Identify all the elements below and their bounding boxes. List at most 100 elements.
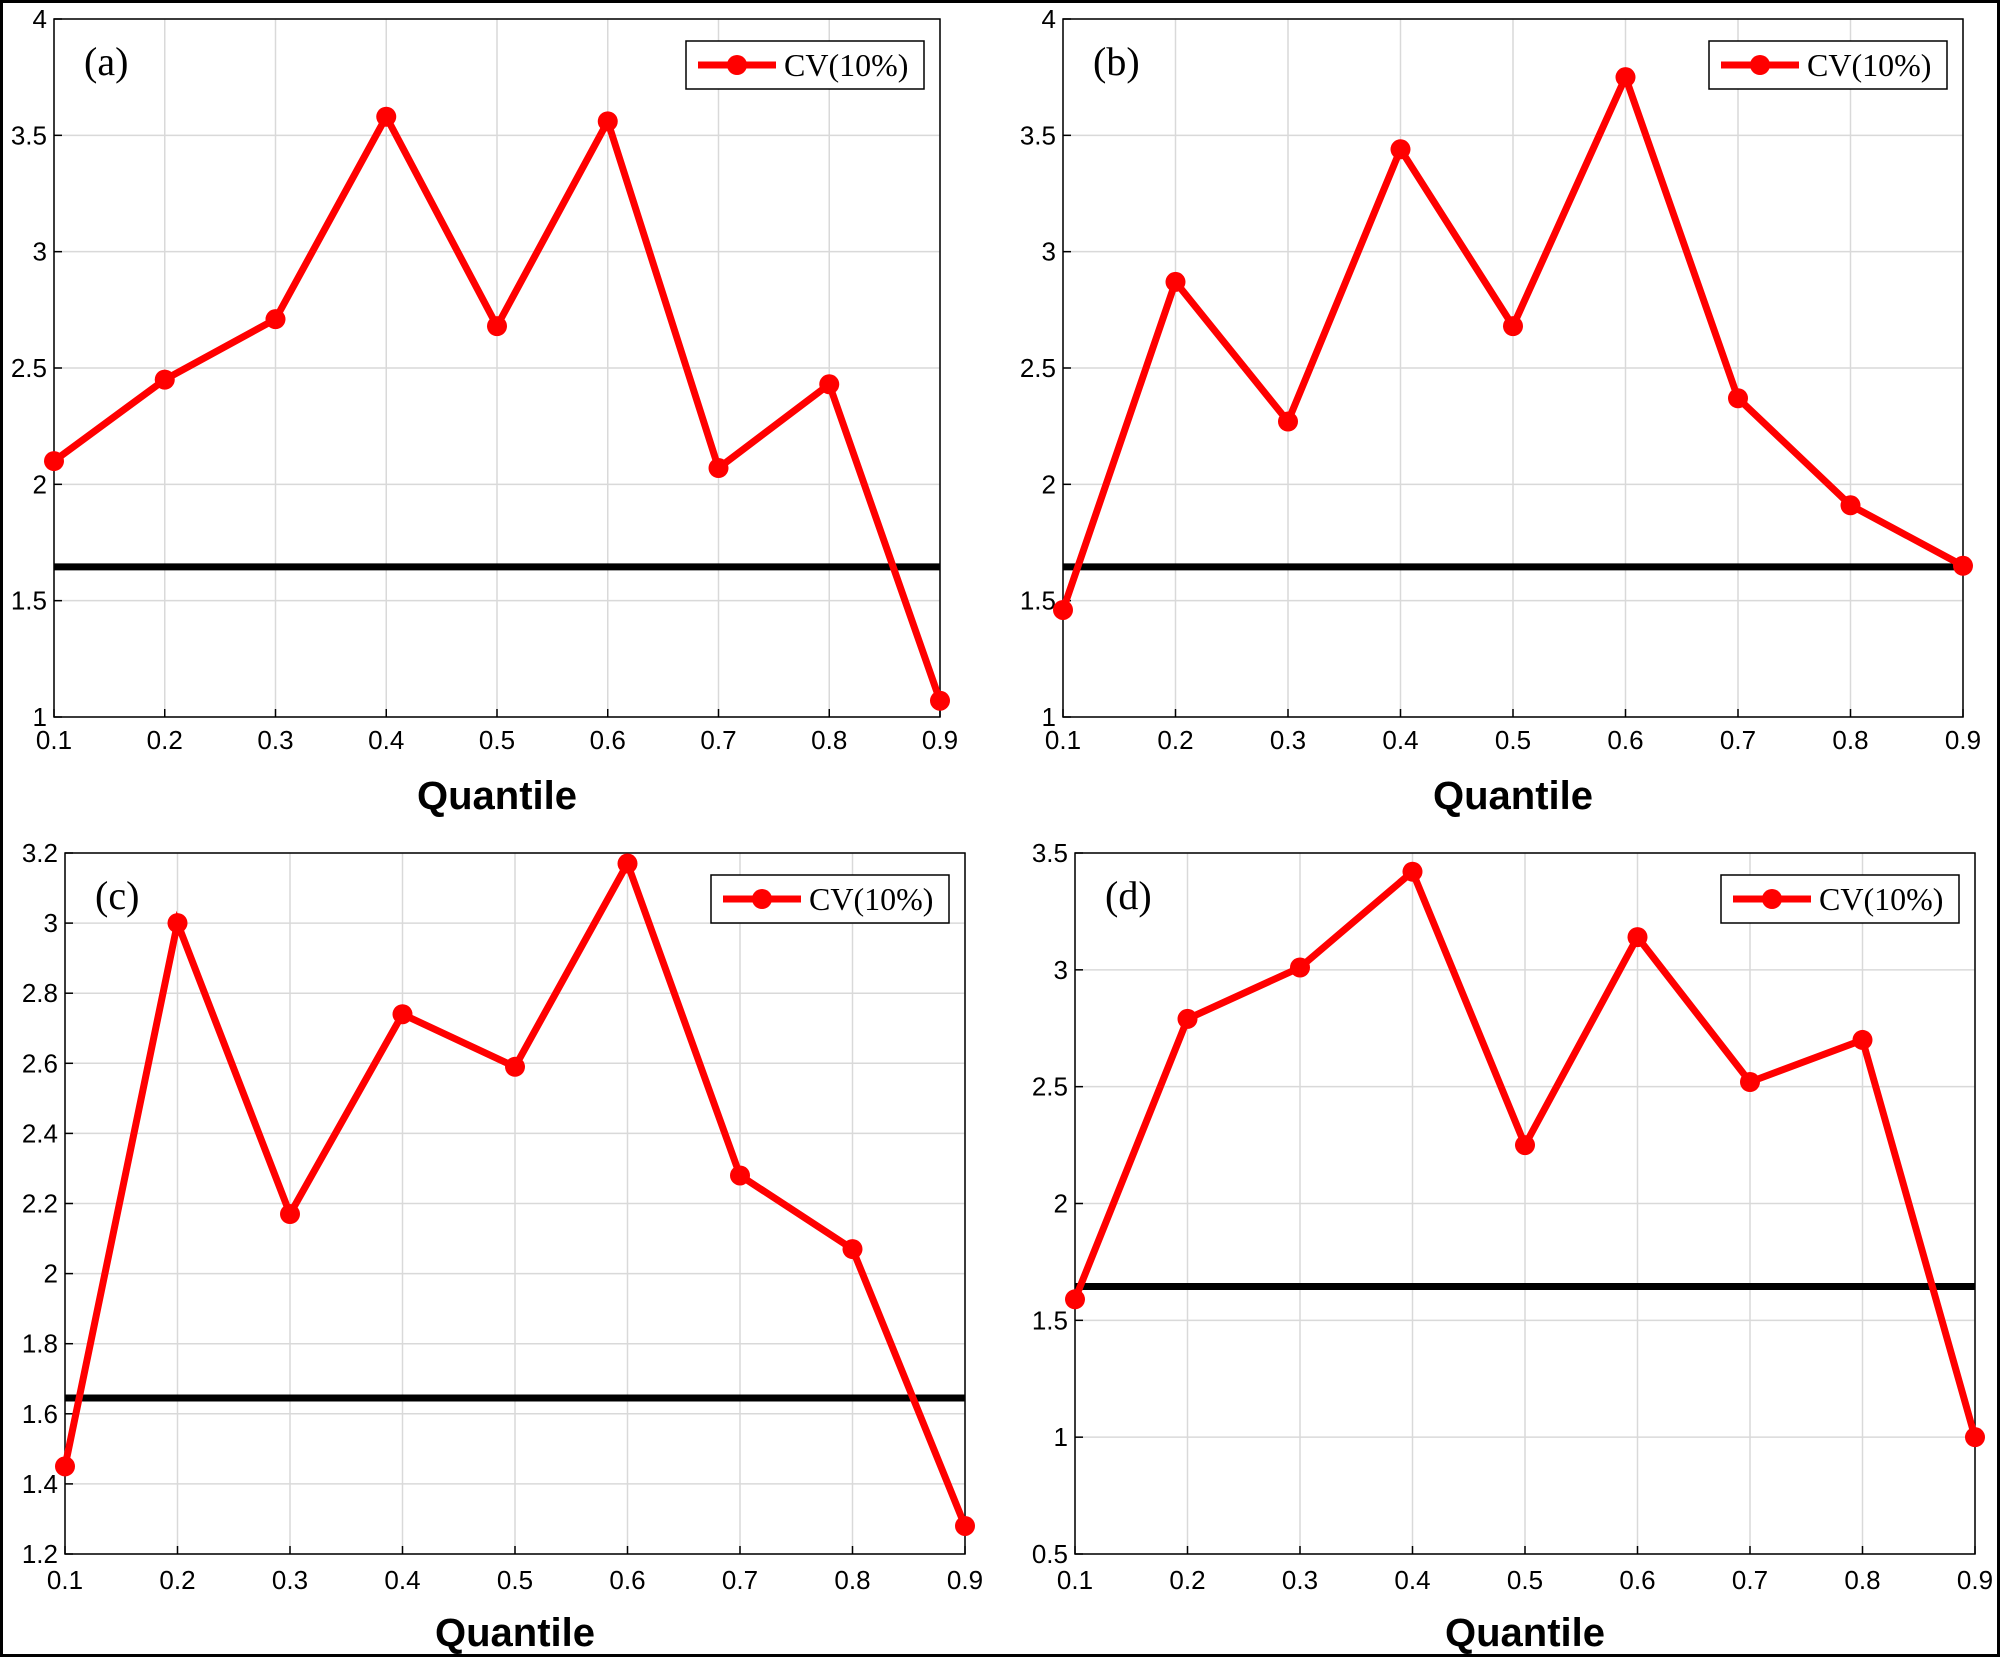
x-tick-label: 0.8 — [834, 1565, 870, 1595]
data-point — [1965, 1427, 1985, 1448]
y-tick-label: 1.6 — [22, 1399, 58, 1429]
x-tick-label: 0.2 — [159, 1565, 195, 1595]
x-tick-label: 0.3 — [1270, 725, 1306, 755]
chart-panel-2: 0.1 0.2 0.3 0.4 0.5 0.6 0.7 0.8 0.9 1 1.5 2 2.5 3 3.5 4… — [1020, 4, 1981, 818]
x-tick-label: 0.4 — [384, 1565, 420, 1595]
data-point — [376, 106, 397, 127]
x-tick-label: 0.8 — [811, 725, 847, 755]
x-tick-label: 0.9 — [922, 725, 958, 755]
x-tick-label: 0.8 — [1832, 725, 1868, 755]
data-point — [1165, 271, 1186, 292]
data-point — [1390, 139, 1411, 160]
y-tick-label: 3 — [1042, 237, 1056, 267]
x-axis-label: Quantile — [1445, 1611, 1605, 1654]
legend-label: CV(10%) — [1807, 47, 1931, 83]
data-point — [1728, 388, 1748, 409]
data-point — [842, 1239, 863, 1260]
x-tick-label: 0.2 — [1157, 725, 1193, 755]
data-point — [505, 1056, 525, 1077]
y-tick-label: 0.5 — [1032, 1539, 1068, 1569]
data-point — [44, 451, 64, 472]
x-tick-label: 0.4 — [368, 725, 404, 755]
data-point — [1177, 1008, 1198, 1029]
x-tick-label: 0.7 — [700, 725, 736, 755]
data-point — [1515, 1135, 1535, 1156]
data-point — [1627, 927, 1648, 948]
y-tick-label: 1.5 — [1020, 586, 1056, 616]
x-tick-label: 0.4 — [1382, 725, 1418, 755]
y-tick-label: 3.5 — [1020, 120, 1056, 150]
data-point — [1290, 957, 1310, 978]
data-point — [1053, 599, 1073, 620]
data-point — [617, 853, 638, 874]
data-point — [55, 1456, 75, 1477]
data-point — [1852, 1029, 1873, 1050]
panel-label: (b) — [1093, 39, 1140, 84]
x-tick-label: 0.9 — [1957, 1565, 1993, 1595]
x-axis-label: Quantile — [417, 774, 577, 818]
data-point — [819, 374, 840, 395]
x-tick-label: 0.6 — [590, 725, 626, 755]
y-tick-label: 1 — [1054, 1422, 1068, 1452]
legend-label: CV(10%) — [784, 47, 908, 83]
x-tick-label: 0.6 — [609, 1565, 645, 1595]
data-point — [1278, 411, 1298, 432]
x-tick-label: 0.1 — [36, 725, 72, 755]
legend: CV(10%) — [1720, 874, 1960, 924]
y-tick-label: 2.5 — [11, 353, 47, 383]
x-tick-label: 0.2 — [1169, 1565, 1205, 1595]
y-tick-label: 1 — [1042, 702, 1056, 732]
y-tick-label: 3 — [44, 908, 58, 938]
chart-panel-1: 0.1 0.2 0.3 0.4 0.5 0.6 0.7 0.8 0.9 1 1.5 2 2.5 3 3.5 4… — [11, 4, 958, 818]
y-tick-label: 3.5 — [11, 120, 47, 150]
y-tick-label: 3 — [1054, 955, 1068, 985]
y-tick-label: 2.4 — [22, 1118, 58, 1148]
data-point — [167, 913, 188, 934]
y-tick-label: 1.2 — [22, 1539, 58, 1569]
y-tick-label: 1.4 — [22, 1469, 58, 1499]
data-point — [1840, 495, 1861, 516]
data-point — [930, 690, 950, 711]
data-point — [154, 369, 175, 390]
x-tick-label: 0.1 — [1045, 725, 1081, 755]
x-axis-label: Quantile — [435, 1611, 595, 1654]
x-tick-label: 0.7 — [1720, 725, 1756, 755]
legend-marker — [727, 55, 747, 75]
x-tick-label: 0.5 — [479, 725, 515, 755]
legend-marker — [752, 889, 772, 909]
data-point — [392, 1004, 413, 1025]
y-tick-label: 2 — [1042, 469, 1056, 499]
y-tick-label: 2 — [33, 469, 47, 499]
x-tick-label: 0.1 — [47, 1565, 83, 1595]
legend: CV(10%) — [685, 40, 925, 90]
data-point — [1740, 1071, 1760, 1092]
x-tick-label: 0.5 — [497, 1565, 533, 1595]
x-tick-label: 0.8 — [1844, 1565, 1880, 1595]
legend: CV(10%) — [1708, 40, 1948, 90]
y-tick-label: 1.5 — [1032, 1305, 1068, 1335]
x-tick-label: 0.7 — [722, 1565, 758, 1595]
y-tick-label: 2.5 — [1020, 353, 1056, 383]
data-point — [1503, 316, 1523, 337]
x-tick-label: 0.7 — [1732, 1565, 1768, 1595]
x-tick-label: 0.5 — [1495, 725, 1531, 755]
y-tick-label: 2.2 — [22, 1189, 58, 1219]
data-point — [955, 1515, 975, 1536]
y-tick-label: 4 — [33, 4, 47, 34]
x-tick-label: 0.4 — [1394, 1565, 1430, 1595]
x-tick-label: 0.3 — [1282, 1565, 1318, 1595]
data-point — [265, 309, 286, 330]
x-tick-label: 0.9 — [1945, 725, 1981, 755]
y-tick-label: 2 — [1054, 1189, 1068, 1219]
x-tick-label: 0.1 — [1057, 1565, 1093, 1595]
x-tick-label: 0.6 — [1607, 725, 1643, 755]
data-point — [1402, 861, 1423, 882]
y-tick-label: 1.8 — [22, 1329, 58, 1359]
panel-label: (d) — [1105, 873, 1152, 918]
data-point — [597, 111, 618, 132]
data-point — [1065, 1289, 1085, 1310]
panel-label: (c) — [95, 873, 139, 918]
y-tick-label: 1 — [33, 702, 47, 732]
legend-marker — [1750, 55, 1770, 75]
